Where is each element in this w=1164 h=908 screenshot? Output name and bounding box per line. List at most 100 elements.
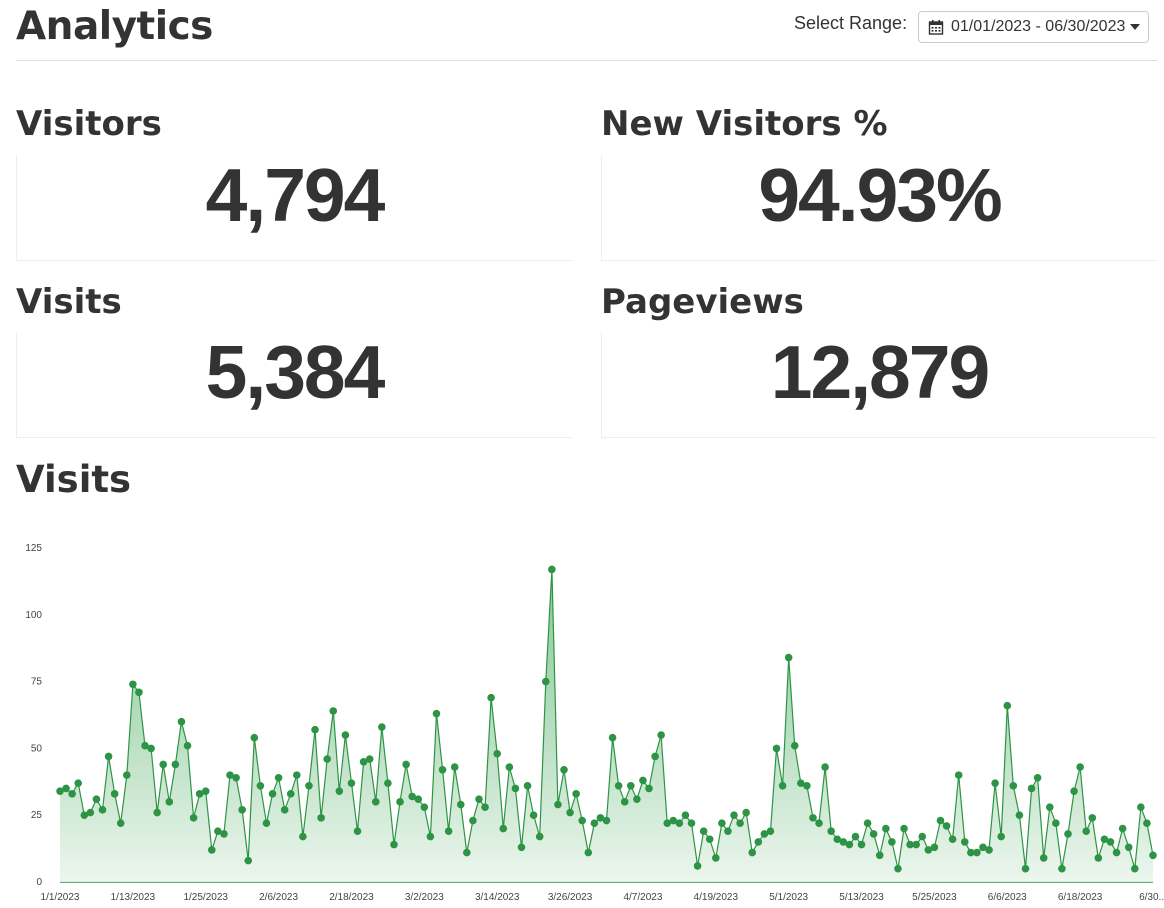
data-point[interactable]: [936, 816, 945, 825]
data-point[interactable]: [1143, 819, 1151, 828]
data-point[interactable]: [238, 806, 246, 814]
data-point[interactable]: [201, 787, 210, 795]
data-point[interactable]: [390, 840, 398, 849]
data-point[interactable]: [645, 784, 653, 793]
data-point[interactable]: [280, 806, 289, 814]
data-point[interactable]: [851, 832, 860, 841]
data-point[interactable]: [335, 787, 344, 795]
data-point[interactable]: [305, 782, 313, 790]
data-point[interactable]: [894, 864, 902, 873]
data-point[interactable]: [633, 795, 641, 803]
data-point[interactable]: [1100, 835, 1109, 844]
data-point[interactable]: [153, 808, 161, 817]
data-point[interactable]: [1039, 854, 1048, 862]
data-point[interactable]: [110, 790, 119, 798]
data-point[interactable]: [797, 779, 805, 787]
data-point[interactable]: [566, 808, 574, 817]
data-point[interactable]: [608, 733, 617, 742]
data-point[interactable]: [948, 835, 957, 844]
data-point[interactable]: [293, 771, 301, 779]
data-point[interactable]: [444, 827, 453, 836]
data-point[interactable]: [208, 846, 216, 854]
data-point[interactable]: [1015, 811, 1024, 819]
data-point[interactable]: [900, 824, 908, 833]
data-point[interactable]: [535, 832, 544, 841]
data-point[interactable]: [432, 709, 441, 718]
data-point[interactable]: [1118, 824, 1127, 833]
data-point[interactable]: [1033, 773, 1042, 782]
data-point[interactable]: [80, 811, 89, 819]
data-point[interactable]: [1070, 787, 1078, 795]
data-point[interactable]: [171, 760, 180, 769]
data-point[interactable]: [693, 862, 702, 870]
data-point[interactable]: [359, 757, 368, 766]
data-point[interactable]: [821, 763, 829, 771]
data-point[interactable]: [159, 760, 168, 769]
data-point[interactable]: [92, 795, 101, 803]
data-point[interactable]: [62, 784, 70, 793]
data-point[interactable]: [663, 819, 672, 828]
data-point[interactable]: [973, 848, 981, 857]
data-point[interactable]: [517, 843, 526, 852]
data-point[interactable]: [1137, 803, 1145, 811]
data-point[interactable]: [548, 565, 556, 574]
data-point[interactable]: [614, 782, 623, 790]
data-point[interactable]: [730, 811, 738, 819]
data-point[interactable]: [183, 741, 192, 750]
data-point[interactable]: [718, 819, 726, 828]
data-point[interactable]: [1106, 838, 1115, 846]
data-point[interactable]: [1112, 848, 1121, 857]
data-point[interactable]: [651, 752, 659, 761]
data-point[interactable]: [1045, 803, 1054, 811]
data-point[interactable]: [311, 725, 319, 734]
data-point[interactable]: [529, 811, 538, 819]
data-point[interactable]: [857, 840, 866, 849]
data-point[interactable]: [481, 803, 489, 811]
data-point[interactable]: [845, 840, 854, 849]
data-point[interactable]: [985, 846, 993, 854]
data-point[interactable]: [475, 795, 483, 803]
data-point[interactable]: [766, 827, 775, 836]
data-point[interactable]: [104, 752, 113, 761]
data-point[interactable]: [214, 827, 222, 836]
data-point[interactable]: [699, 827, 708, 836]
data-point[interactable]: [954, 771, 963, 779]
data-point[interactable]: [833, 835, 842, 844]
data-point[interactable]: [317, 814, 325, 822]
data-point[interactable]: [827, 827, 835, 836]
data-point[interactable]: [86, 808, 95, 817]
data-point[interactable]: [450, 763, 459, 771]
data-point[interactable]: [596, 814, 605, 822]
data-point[interactable]: [882, 824, 890, 833]
data-point[interactable]: [554, 800, 562, 809]
data-point[interactable]: [256, 782, 265, 790]
data-point[interactable]: [165, 798, 174, 806]
data-point[interactable]: [1094, 854, 1103, 862]
data-point[interactable]: [268, 790, 277, 798]
data-point[interactable]: [469, 816, 477, 825]
data-point[interactable]: [493, 749, 502, 758]
data-point[interactable]: [195, 790, 204, 798]
data-point[interactable]: [863, 819, 872, 828]
data-point[interactable]: [122, 771, 131, 779]
data-point[interactable]: [499, 824, 508, 833]
data-point[interactable]: [177, 717, 186, 726]
data-point[interactable]: [396, 798, 404, 806]
data-point[interactable]: [129, 680, 137, 689]
data-point[interactable]: [98, 806, 107, 814]
data-point[interactable]: [262, 819, 271, 828]
data-point[interactable]: [116, 819, 125, 828]
data-point[interactable]: [371, 798, 380, 806]
data-point[interactable]: [724, 827, 732, 836]
data-point[interactable]: [1027, 784, 1036, 793]
data-point[interactable]: [274, 773, 283, 782]
data-point[interactable]: [487, 693, 495, 702]
data-point[interactable]: [329, 707, 338, 715]
data-point[interactable]: [997, 832, 1005, 841]
data-point[interactable]: [620, 798, 629, 806]
data-point[interactable]: [906, 840, 914, 849]
data-point[interactable]: [803, 782, 811, 790]
data-point[interactable]: [967, 848, 975, 857]
data-point[interactable]: [930, 843, 939, 852]
data-point[interactable]: [414, 795, 423, 803]
